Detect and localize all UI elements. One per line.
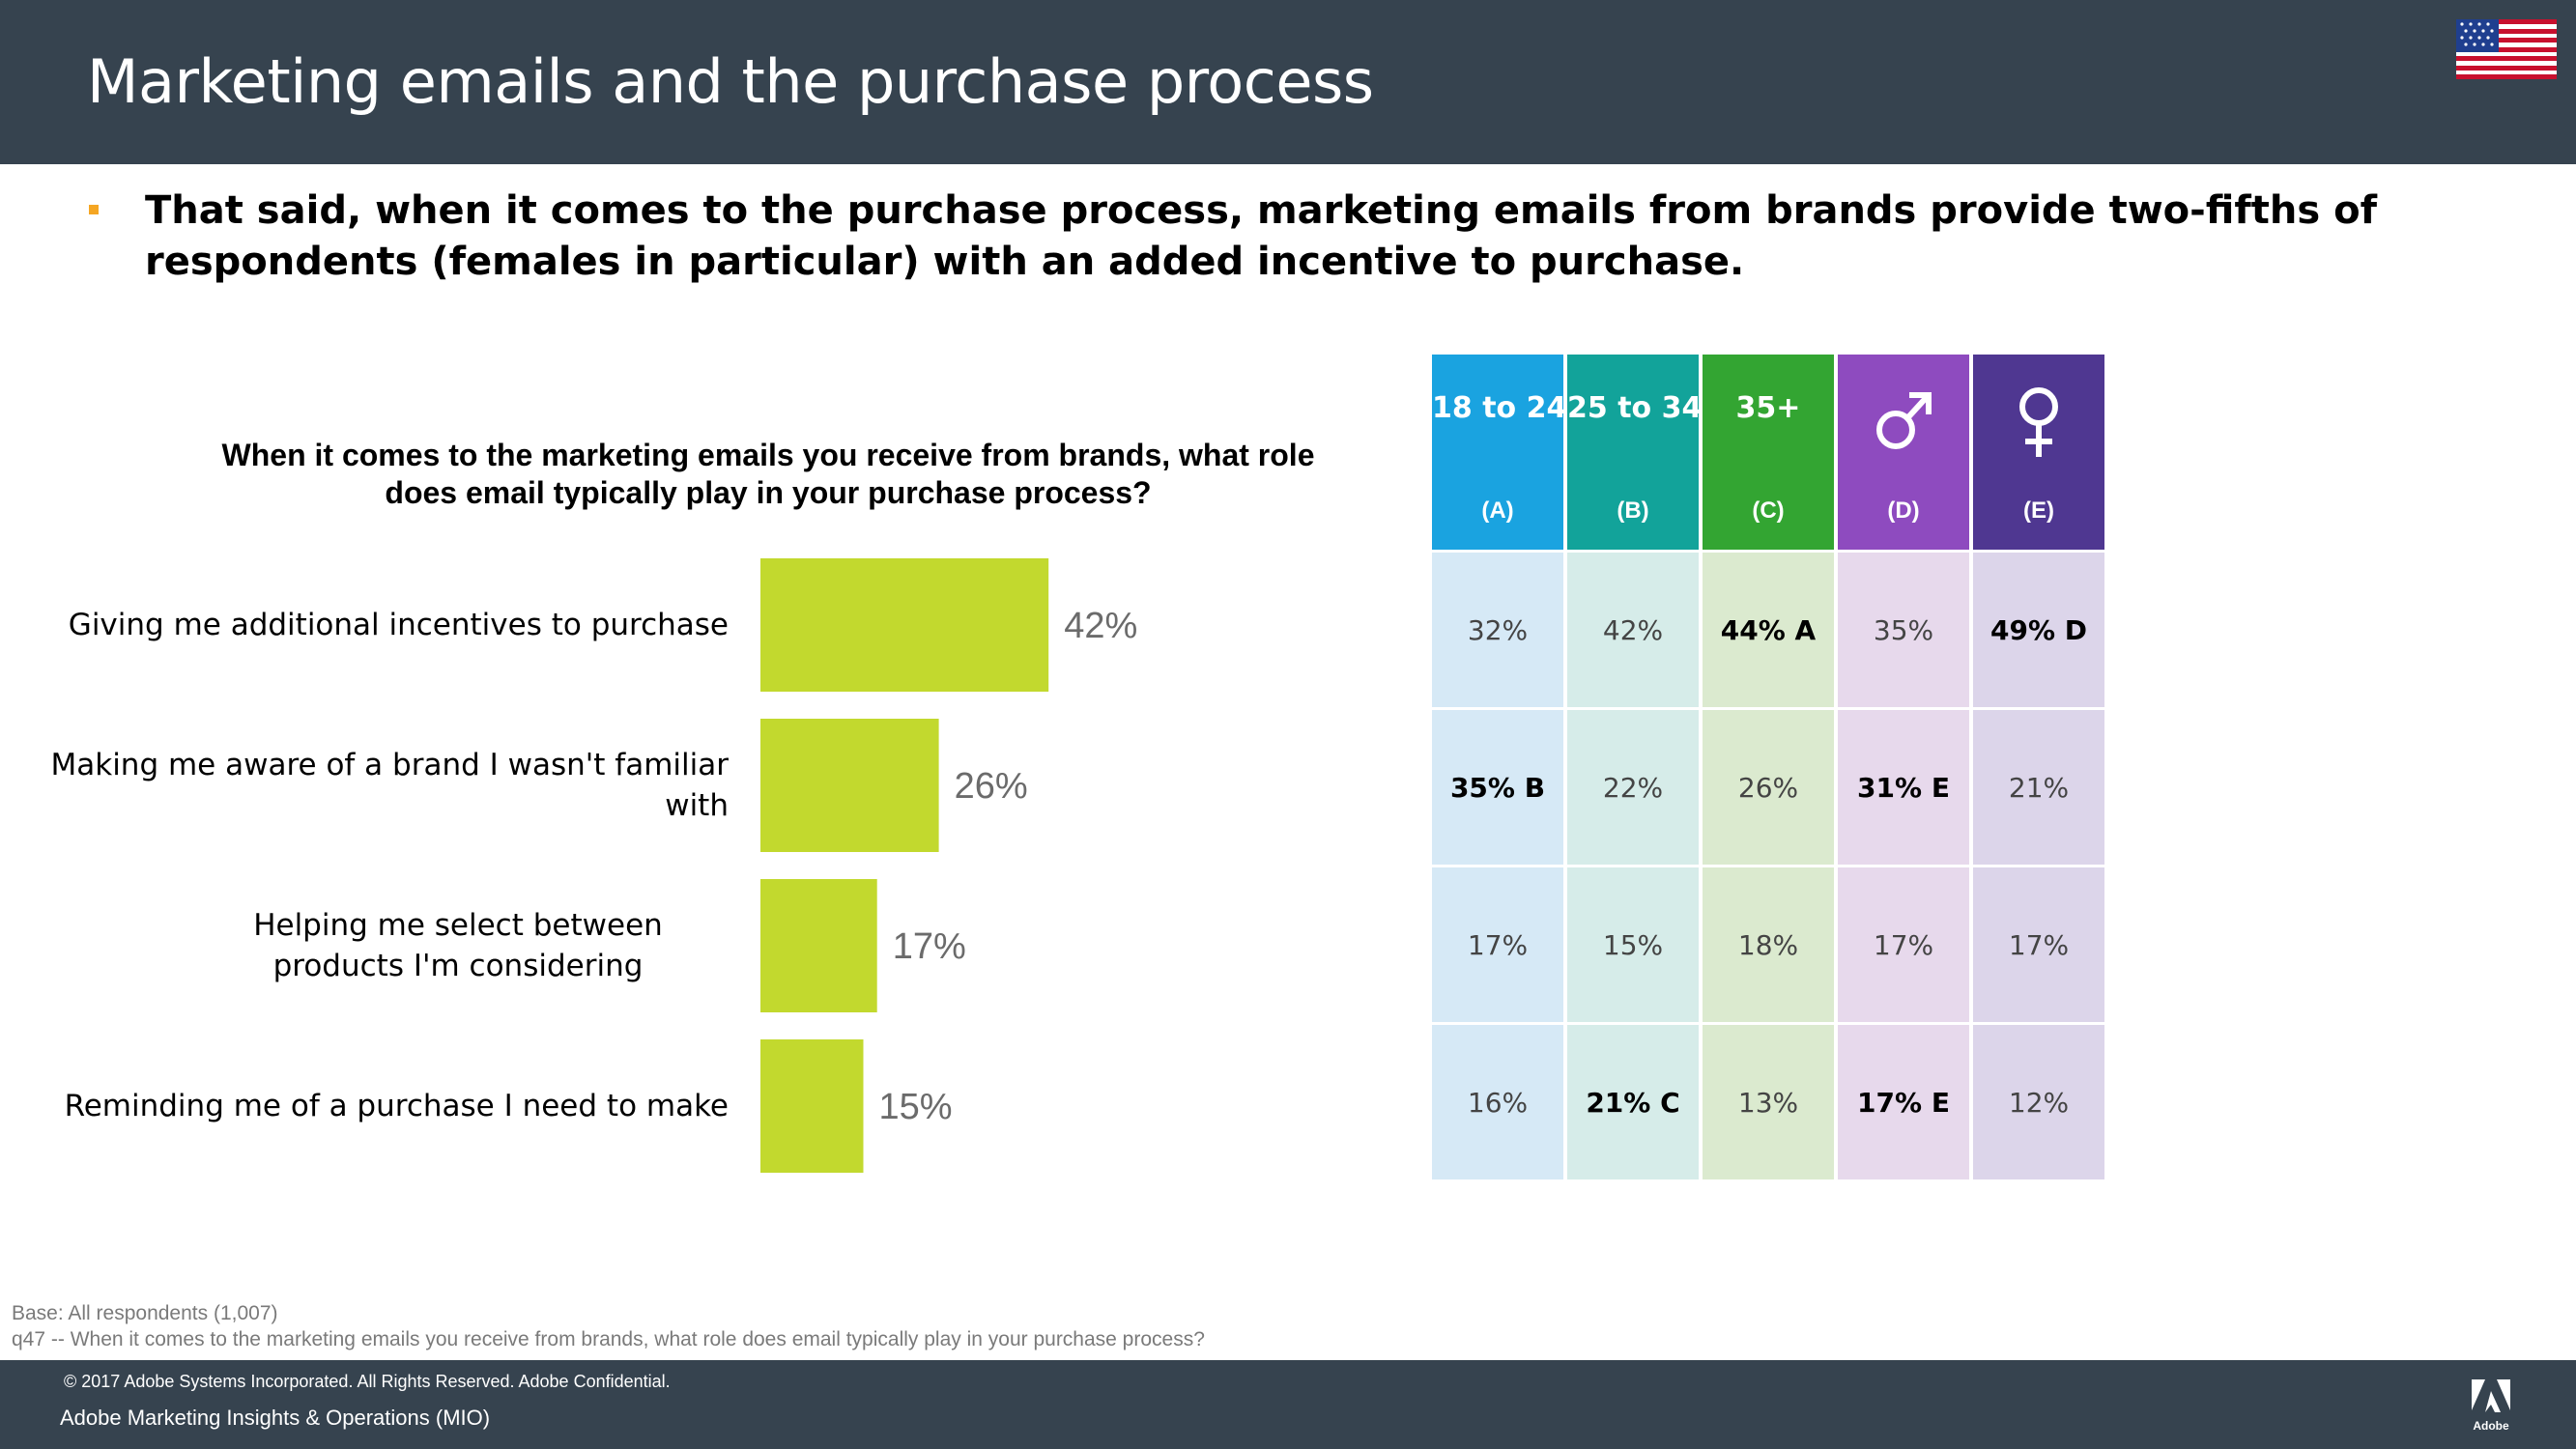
female-symbol-icon [2019,387,2058,457]
table-cell: 18% [1703,867,1834,1022]
table-cell: 31% E [1838,710,1969,865]
bar-value-label: 42% [1064,606,1137,646]
column-header-4: (D) [1838,355,1969,550]
column-code: (C) [1752,497,1785,524]
copyright-text: © 2017 Adobe Systems Incorporated. All R… [64,1372,671,1391]
column-header-2: 25 to 34 (B) [1567,355,1703,550]
table-cell: 21% [1973,710,2104,865]
category-label: Making me aware of a brand I wasn't fami… [50,748,730,823]
base-note: Base: All respondents (1,007) [12,1302,278,1324]
chart-title: When it comes to the marketing emails yo… [221,438,1315,510]
table-cell: 17% E [1838,1025,1969,1179]
header-bar [0,0,2576,164]
bar-value-label: 17% [893,926,966,967]
category-label: Giving me additional incentives to purch… [68,608,729,642]
bar-2 [760,719,939,852]
category-label: Reminding me of a purchase I need to mak… [64,1089,729,1123]
column-title: 18 to 24 [1432,391,1567,425]
footer-bar [0,1360,2576,1449]
column-code: (D) [1887,497,1920,524]
bullet-icon [89,205,99,214]
table-cell: 13% [1703,1025,1834,1179]
table-cell: 32% [1432,553,1563,707]
page-title: Marketing emails and the purchase proces… [87,46,1374,117]
bar-4 [760,1039,864,1173]
table-cell: 12% [1973,1025,2104,1179]
column-title: 35+ [1735,391,1801,425]
bar-chart-plot: 42% 26% 17% 15% [760,558,1137,1173]
table-cell: 49% D [1973,553,2104,707]
column-code: (E) [2023,497,2054,524]
column-code: (A) [1481,497,1514,524]
table-cell: 35% B [1432,710,1563,865]
table-cell: 16% [1432,1025,1563,1179]
table-cell: 26% [1703,710,1834,865]
bar-value-label: 26% [955,766,1028,807]
table-cell: 22% [1567,710,1699,865]
question-note: q47 -- When it comes to the marketing em… [12,1328,1205,1350]
adobe-logo-icon: Adobe [2472,1379,2510,1433]
column-header-1: 18 to 24 (A) [1432,355,1567,550]
column-title: 25 to 34 [1567,391,1703,425]
table-cell: 35% [1838,553,1969,707]
column-header-3: 35+ (C) [1703,355,1834,550]
bar-value-label: 15% [879,1087,953,1127]
svg-text:Adobe: Adobe [2473,1419,2509,1433]
bar-3 [760,879,877,1012]
table-cell: 15% [1567,867,1699,1022]
bar-1 [760,558,1049,692]
table-cell: 17% [1973,867,2104,1022]
table-cell: 42% [1567,553,1699,707]
column-code: (B) [1617,497,1649,524]
table-cell: 17% [1838,867,1969,1022]
category-label: Helping me select between products I'm c… [253,908,663,983]
org-name: Adobe Marketing Insights & Operations (M… [60,1406,491,1430]
subhead: That said, when it comes to the purchase… [145,188,2378,284]
us-flag-icon [2456,19,2557,79]
column-header-5: (E) [1973,355,2104,550]
table-cell: 44% A [1703,553,1834,707]
male-symbol-icon [1876,392,1932,449]
table-cell: 17% [1432,867,1563,1022]
table-cell: 21% C [1567,1025,1699,1179]
